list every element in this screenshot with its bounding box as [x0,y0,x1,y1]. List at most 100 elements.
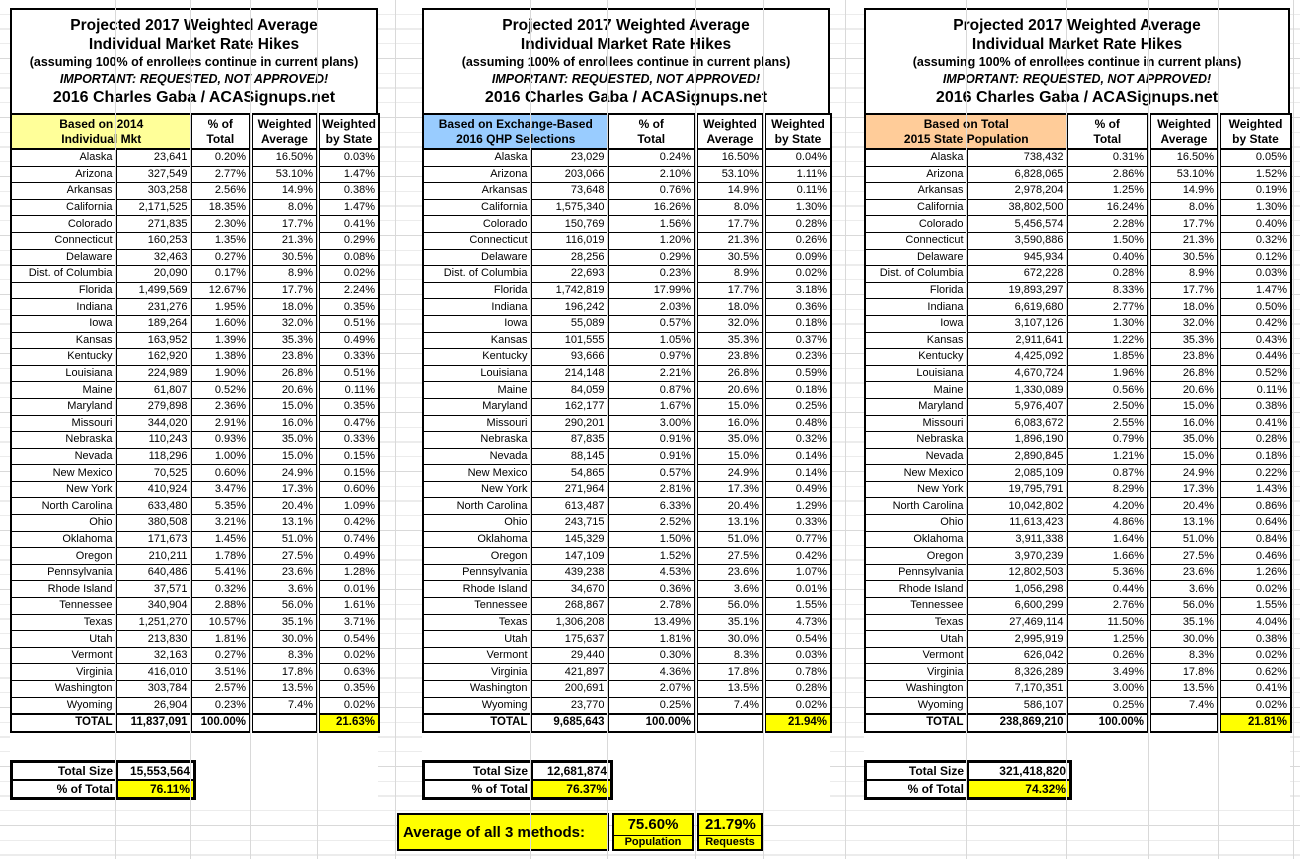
weighted-average-cell[interactable]: 16.0% [1147,414,1220,433]
weighted-average-cell[interactable]: 27.5% [694,547,765,565]
weighted-by-state-cell[interactable]: 0.42% [316,514,380,532]
weighted-average-cell[interactable]: 26.8% [249,364,319,383]
state-cell[interactable]: Dist. of Columbia [864,265,968,283]
weighted-by-state-cell[interactable]: 0.46% [1217,547,1292,565]
amount-cell[interactable]: 7,170,351 [966,680,1068,698]
pct-of-total-cell[interactable]: 0.93% [190,431,252,449]
weighted-by-state-cell[interactable]: 0.77% [762,530,832,549]
weighted-average-cell[interactable]: 8.0% [249,198,319,217]
state-cell[interactable]: Arizona [10,165,117,184]
weighted-average-cell[interactable]: 23.8% [249,348,319,366]
weighted-by-state-cell[interactable]: 1.29% [762,497,832,516]
weighted-average-cell[interactable]: 8.9% [694,265,765,283]
weighted-by-state-cell[interactable]: 0.44% [1217,348,1292,366]
weighted-average-cell[interactable]: 35.3% [1147,331,1220,350]
state-cell[interactable]: Pennsylvania [10,563,117,582]
pct-of-total-cell[interactable]: 2.28% [1066,215,1150,233]
state-cell[interactable]: Florida [864,281,968,300]
pct-of-total-cell[interactable]: 0.79% [1066,431,1150,449]
weighted-by-state-cell[interactable]: 0.36% [762,298,832,316]
weighted-average-cell[interactable]: 18.0% [694,298,765,316]
weighted-by-state-cell[interactable]: 1.09% [316,497,380,516]
state-cell[interactable]: North Carolina [10,497,117,516]
weighted-by-state-cell[interactable]: 0.60% [316,480,380,499]
state-cell[interactable]: Kansas [422,331,532,350]
amount-cell[interactable]: 945,934 [966,248,1068,267]
weighted-average-header[interactable]: Weighted Average [1147,113,1220,150]
state-cell[interactable]: Utah [10,630,117,648]
weighted-average-cell[interactable]: 16.0% [694,414,765,433]
state-cell[interactable]: Missouri [422,414,532,433]
weighted-by-state-cell[interactable]: 1.61% [316,597,380,615]
weighted-by-state-cell[interactable]: 0.41% [1217,680,1292,698]
pct-of-total-cell[interactable]: 0.57% [607,314,697,333]
state-cell[interactable]: Texas [864,613,968,632]
weighted-by-state-cell[interactable]: 0.01% [316,580,380,599]
pct-of-total-cell[interactable]: 0.25% [1066,696,1150,715]
pct-of-total-label[interactable]: % of Total [424,779,532,798]
state-cell[interactable]: Kansas [864,331,968,350]
amount-cell[interactable]: 5,976,407 [966,397,1068,416]
state-cell[interactable]: Florida [10,281,117,300]
pct-of-total-cell[interactable]: 2.07% [607,680,697,698]
pct-of-total-cell[interactable]: 0.23% [190,696,252,715]
state-cell[interactable]: Louisiana [422,364,532,383]
state-cell[interactable]: Alaska [864,148,968,167]
weighted-by-state-cell[interactable]: 0.64% [1217,514,1292,532]
weighted-average-cell[interactable]: 15.0% [1147,447,1220,466]
amount-cell[interactable]: 37,571 [115,580,192,599]
state-cell[interactable]: Connecticut [10,231,117,250]
pct-of-total-cell[interactable]: 17.99% [607,281,697,300]
weighted-average-cell[interactable]: 21.3% [249,231,319,250]
amount-cell[interactable]: 175,637 [530,630,609,648]
amount-cell[interactable]: 88,145 [530,447,609,466]
pct-of-total-cell[interactable]: 0.56% [1066,381,1150,399]
state-cell[interactable]: Wyoming [864,696,968,715]
weighted-by-state-cell[interactable]: 0.62% [1217,663,1292,681]
pct-of-total-cell[interactable]: 0.32% [190,580,252,599]
weighted-average-cell[interactable] [1147,713,1220,733]
amount-cell[interactable]: 147,109 [530,547,609,565]
amount-cell[interactable]: 2,978,204 [966,182,1068,200]
pct-of-total-cell[interactable]: 2.30% [190,215,252,233]
pct-of-total-cell[interactable]: 2.52% [607,514,697,532]
weighted-average-cell[interactable]: 51.0% [694,530,765,549]
weighted-by-state-cell[interactable]: 0.32% [762,431,832,449]
pct-of-total-cell[interactable]: 2.91% [190,414,252,433]
state-cell[interactable]: Arizona [422,165,532,184]
weighted-by-state-cell[interactable]: 0.74% [316,530,380,549]
weighted-average-cell[interactable]: 32.0% [694,314,765,333]
state-cell[interactable]: Vermont [864,646,968,665]
amount-cell[interactable]: 214,148 [530,364,609,383]
pct-of-total-cell[interactable]: 1.81% [607,630,697,648]
pct-of-total-cell[interactable]: 0.20% [190,148,252,167]
weighted-by-state-cell[interactable]: 0.35% [316,680,380,698]
state-cell[interactable]: Maryland [864,397,968,416]
requests-average-label[interactable]: Requests [705,836,755,848]
weighted-average-cell[interactable]: 24.9% [249,464,319,482]
weighted-by-state-cell[interactable]: 0.49% [316,331,380,350]
amount-cell[interactable]: 200,691 [530,680,609,698]
total-value-cell[interactable]: 11,837,091 [115,713,192,733]
pct-of-total-cell[interactable]: 1.78% [190,547,252,565]
amount-cell[interactable]: 210,211 [115,547,192,565]
weighted-by-state-cell[interactable]: 1.07% [762,563,832,582]
state-cell[interactable]: Vermont [422,646,532,665]
pct-of-total-cell[interactable]: 1.05% [607,331,697,350]
amount-cell[interactable]: 87,835 [530,431,609,449]
weighted-by-state-cell[interactable]: 0.26% [762,231,832,250]
state-cell[interactable]: Iowa [10,314,117,333]
weighted-by-state-cell[interactable]: 0.54% [762,630,832,648]
weighted-by-state-cell[interactable]: 0.22% [1217,464,1292,482]
amount-cell[interactable]: 4,670,724 [966,364,1068,383]
pct-of-total-cell[interactable]: 3.49% [1066,663,1150,681]
weighted-average-cell[interactable]: 35.0% [249,431,319,449]
state-cell[interactable]: Nebraska [864,431,968,449]
state-cell[interactable]: Rhode Island [10,580,117,599]
weighted-by-state-cell[interactable]: 0.54% [316,630,380,648]
amount-cell[interactable]: 231,276 [115,298,192,316]
amount-cell[interactable]: 38,802,500 [966,198,1068,217]
total-size-label[interactable]: Total Size [424,761,532,780]
weighted-average-cell[interactable]: 17.3% [249,480,319,499]
amount-cell[interactable]: 189,264 [115,314,192,333]
